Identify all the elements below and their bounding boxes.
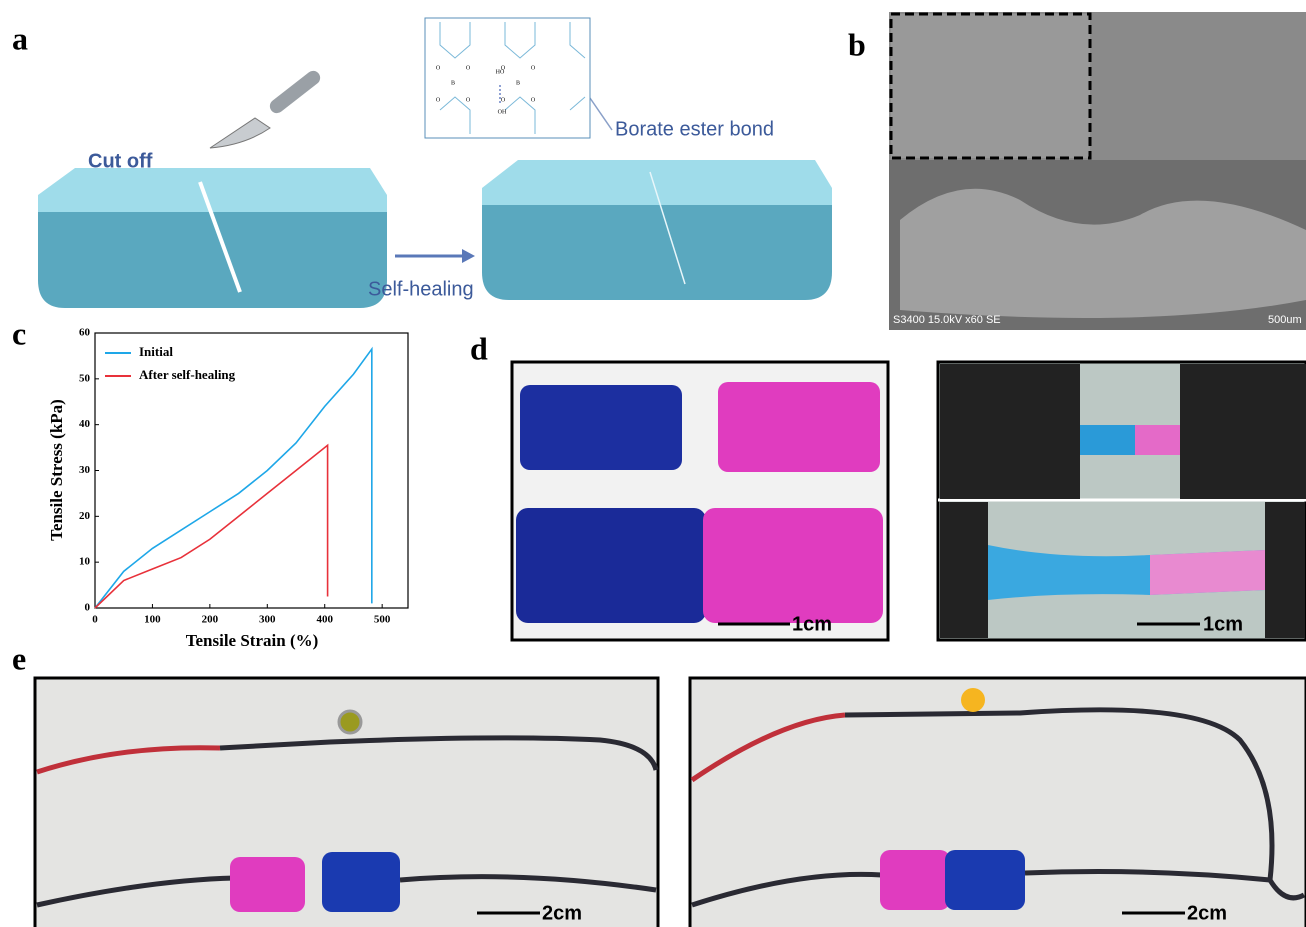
photo-d-left bbox=[512, 362, 888, 640]
atom-label: B bbox=[516, 80, 520, 86]
y-tick-label: 0 bbox=[85, 602, 91, 614]
x-tick-label: 100 bbox=[144, 614, 161, 626]
chart: 0 100 200 300 400 500 0 10 20 30 40 50 60 Initial Afte… bbox=[79, 327, 408, 626]
photo-d-right bbox=[938, 362, 1306, 640]
scale-label: 2cm bbox=[542, 902, 582, 924]
panel-label: b bbox=[848, 26, 866, 62]
y-tick-label: 60 bbox=[79, 327, 91, 339]
y-tick-label: 20 bbox=[79, 510, 91, 522]
panel-label: c bbox=[12, 315, 26, 351]
panel-label: e bbox=[12, 640, 26, 676]
x-tick-label: 0 bbox=[92, 614, 98, 626]
knife-icon bbox=[210, 68, 323, 148]
photo-e-right bbox=[690, 678, 1306, 927]
pointer-line bbox=[590, 98, 612, 130]
arrow-head bbox=[462, 249, 475, 263]
cut-label: Cut off bbox=[88, 150, 153, 172]
y-tick-label: 30 bbox=[79, 464, 91, 476]
sem-scale-label: 500um bbox=[1268, 314, 1302, 326]
scale-label: 1cm bbox=[1203, 613, 1243, 635]
bond-label: Borate ester bond bbox=[615, 118, 774, 140]
heal-label: Self-healing bbox=[368, 278, 474, 300]
panel-label: a bbox=[12, 20, 28, 56]
right-block bbox=[482, 160, 832, 300]
legend-label: After self-healing bbox=[139, 367, 236, 382]
atom-label: O bbox=[466, 97, 471, 103]
atom-label: OH bbox=[498, 109, 507, 115]
atom-label: O bbox=[436, 97, 441, 103]
sem-image bbox=[889, 12, 1306, 330]
atom-label: O bbox=[436, 65, 441, 71]
y-tick-label: 10 bbox=[79, 556, 91, 568]
x-tick-label: 200 bbox=[202, 614, 219, 626]
x-tick-label: 500 bbox=[374, 614, 391, 626]
legend-label: Initial bbox=[139, 344, 173, 359]
scale-label: 1cm bbox=[792, 613, 832, 635]
x-axis-label: Tensile Strain (%) bbox=[186, 631, 319, 650]
figure: a b c d e Cut off Self-healing Borate es… bbox=[0, 0, 1306, 927]
atom-label: O bbox=[531, 97, 536, 103]
atom-label: B bbox=[451, 80, 455, 86]
y-tick-label: 40 bbox=[79, 418, 91, 430]
scale-label: 2cm bbox=[1187, 902, 1227, 924]
y-tick-label: 50 bbox=[79, 372, 91, 384]
atom-label: O bbox=[531, 65, 536, 71]
atom-label: O bbox=[501, 65, 506, 71]
series-line bbox=[95, 349, 372, 608]
atom-label: O bbox=[501, 97, 506, 103]
x-tick-label: 400 bbox=[316, 614, 333, 626]
series-line bbox=[95, 445, 328, 608]
sem-caption: S3400 15.0kV x60 SE bbox=[893, 314, 1001, 326]
panel-label: d bbox=[470, 330, 488, 366]
photo-e-left bbox=[35, 678, 658, 927]
left-block bbox=[38, 168, 387, 308]
x-tick-label: 300 bbox=[259, 614, 276, 626]
y-axis-label: Tensile Stress (kPa) bbox=[47, 399, 66, 541]
atom-label: O bbox=[466, 65, 471, 71]
